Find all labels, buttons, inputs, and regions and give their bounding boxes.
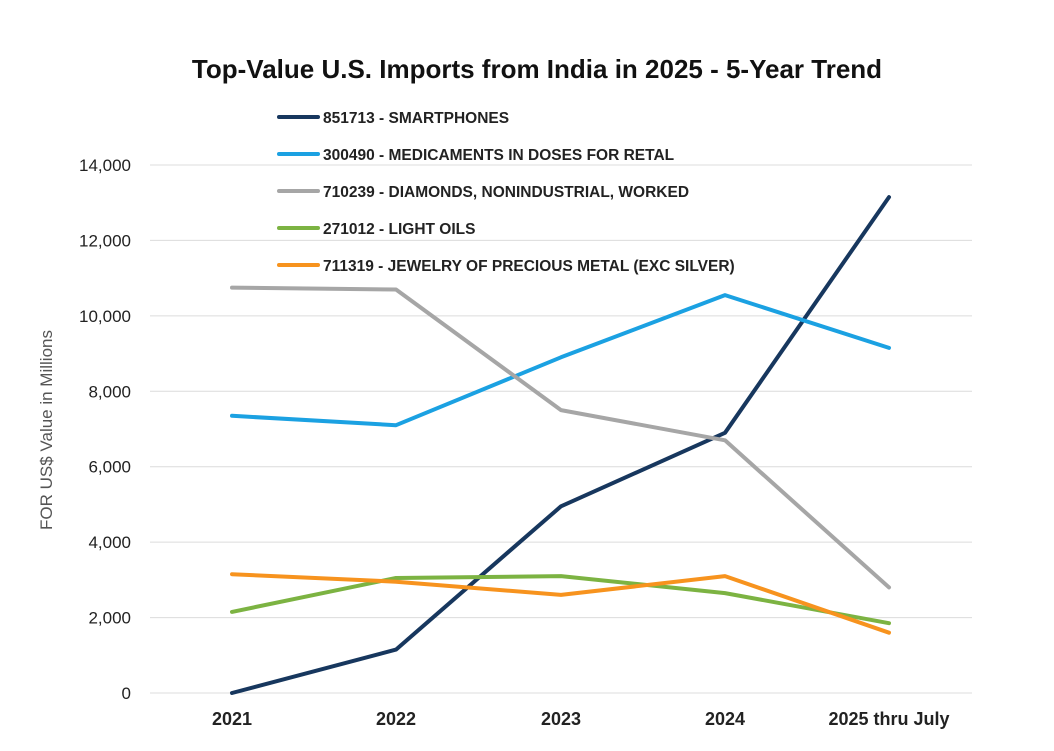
- series-lines: [230, 195, 891, 695]
- legend-label: 300490 - MEDICAMENTS IN DOSES FOR RETAL: [323, 147, 674, 164]
- y-axis-label: FOR US$ Value in Millions: [37, 330, 56, 530]
- y-tick-label: 2,000: [88, 609, 131, 628]
- y-tick-label: 10,000: [79, 307, 131, 326]
- chart-title: Top-Value U.S. Imports from India in 202…: [192, 54, 882, 84]
- x-tick-label: 2021: [212, 709, 252, 729]
- y-tick-label: 0: [122, 684, 131, 703]
- series-line: [230, 572, 891, 635]
- legend-label: 271012 - LIGHT OILS: [323, 221, 475, 238]
- y-tick-label: 4,000: [88, 533, 131, 552]
- x-tick-label: 2022: [376, 709, 416, 729]
- legend-label: 851713 - SMARTPHONES: [323, 110, 509, 127]
- x-tick-label: 2023: [541, 709, 581, 729]
- y-tick-label: 14,000: [79, 156, 131, 175]
- legend-label: 711319 - JEWELRY OF PRECIOUS METAL (EXC …: [323, 258, 735, 275]
- x-tick-label: 2024: [705, 709, 745, 729]
- y-axis-ticks: 0 2,000 4,000 6,000 8,000 10,000 12,000 14,000: [79, 156, 131, 703]
- series-line: [230, 293, 891, 428]
- y-tick-label: 12,000: [79, 231, 131, 250]
- legend-label: 710239 - DIAMONDS, NONINDUSTRIAL, WORKED: [323, 184, 689, 201]
- x-axis-ticks: 2021 2022 2023 2024 2025 thru July: [212, 709, 950, 729]
- legend: 851713 - SMARTPHONES 300490 - MEDICAMENTS…: [277, 110, 735, 275]
- series-line: [230, 574, 891, 626]
- series-line: [230, 285, 891, 590]
- series-line: [230, 195, 891, 695]
- y-tick-label: 6,000: [88, 458, 131, 477]
- x-tick-label: 2025 thru July: [828, 709, 949, 729]
- y-tick-label: 8,000: [88, 382, 131, 401]
- gridlines: [150, 164, 972, 694]
